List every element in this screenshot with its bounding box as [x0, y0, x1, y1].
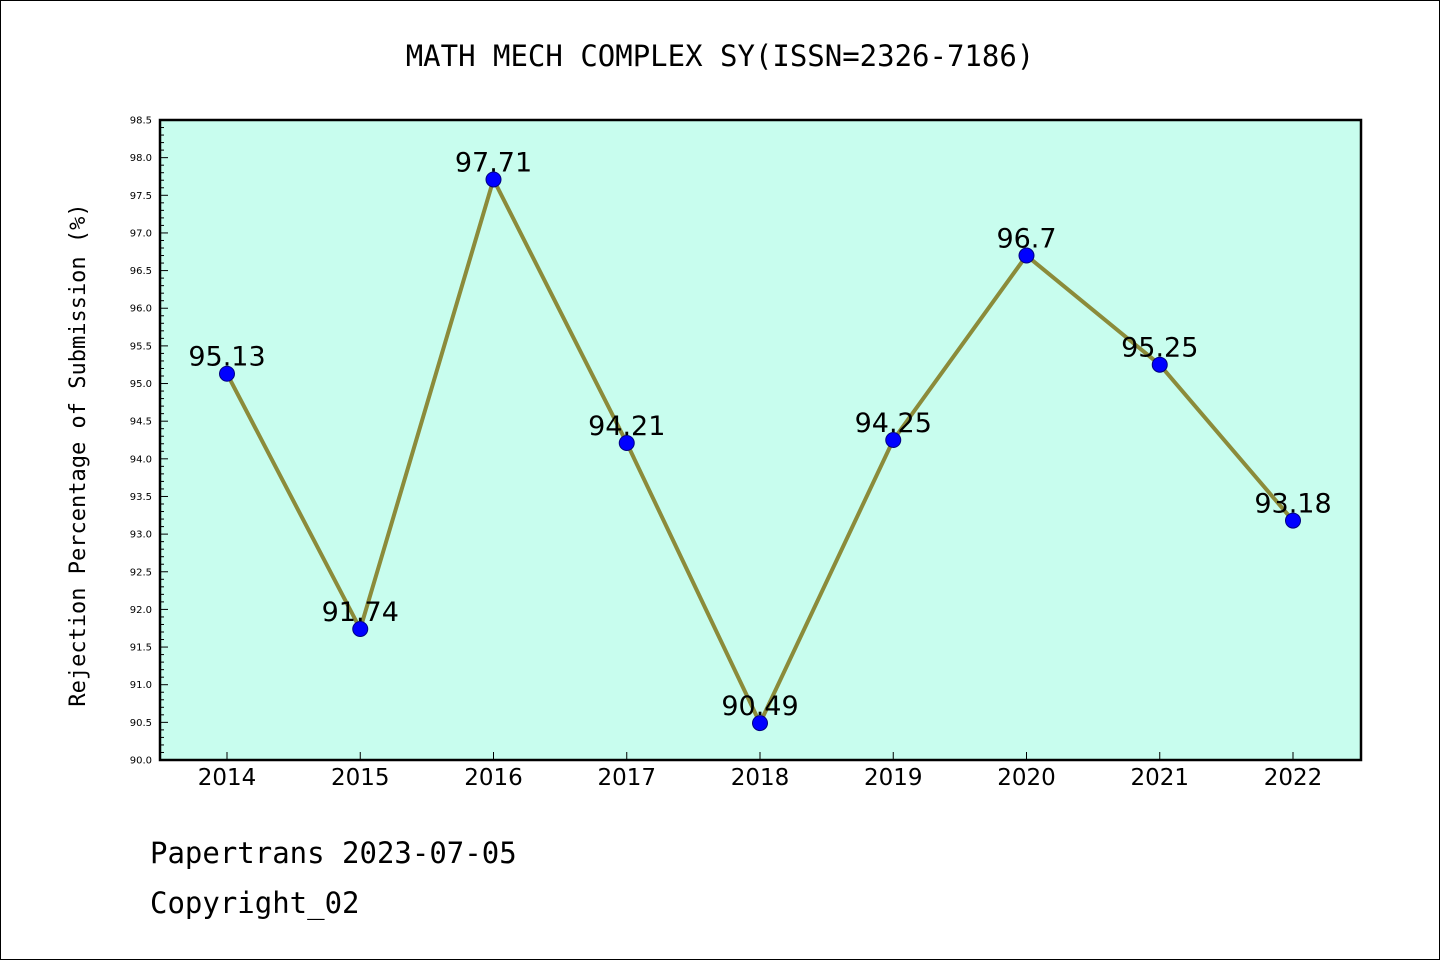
- data-label: 93.18: [1254, 489, 1331, 520]
- data-point: [618, 435, 635, 452]
- data-label: 95.25: [1121, 333, 1198, 364]
- y-axis-label: Rejection Percentage of Submission (%): [66, 203, 91, 706]
- x-tick-label: 2014: [198, 765, 257, 791]
- data-point: [885, 432, 902, 448]
- y-axis-ticks: 90.0 90.5 91.0 91.5 92.0 92.5 93.0 93.5 94.0 94.5…: [130, 116, 168, 767]
- y-tick-label: 94.5: [130, 417, 152, 428]
- y-tick-label: 95.0: [130, 379, 152, 390]
- x-tick-label: 2017: [597, 765, 656, 791]
- data-labels: 95.13 91.74 97.71 94.21 90.49 94.25 96.7 95.25 9…: [188, 147, 1331, 722]
- x-tick-label: 2019: [864, 765, 923, 791]
- data-label: 96.7: [996, 224, 1056, 255]
- y-tick-label: 91.0: [130, 680, 152, 691]
- y-tick-label: 90.0: [130, 756, 152, 767]
- x-tick-label: 2016: [464, 765, 523, 791]
- data-point: [1018, 247, 1035, 264]
- data-label: 97.71: [455, 147, 532, 178]
- x-tick-label: 2018: [731, 765, 790, 791]
- data-label: 90.49: [721, 691, 798, 722]
- y-tick-label: 92.0: [130, 605, 152, 616]
- y-tick-label: 94.0: [130, 454, 152, 465]
- data-label: 94.25: [855, 408, 932, 439]
- y-tick-label: 96.5: [130, 266, 152, 277]
- x-tick-label: 2020: [997, 765, 1056, 791]
- y-tick-label: 92.5: [130, 567, 152, 578]
- y-tick-label: 91.5: [130, 643, 152, 654]
- data-point: [1151, 356, 1168, 373]
- y-tick-label: 93.0: [130, 530, 152, 541]
- data-point: [1285, 512, 1301, 529]
- x-tick-label: 2022: [1264, 765, 1323, 791]
- y-tick-label: 90.5: [130, 718, 152, 729]
- plot-area: [158, 118, 1363, 762]
- data-point: [485, 171, 502, 188]
- data-point: [752, 715, 768, 732]
- data-points: [219, 171, 1301, 732]
- data-point: [352, 620, 369, 637]
- data-point: [219, 365, 235, 382]
- x-tick-label: 2015: [331, 765, 390, 791]
- data-label: 95.13: [188, 342, 265, 373]
- x-tick-label: 2021: [1130, 765, 1189, 791]
- footer-copyright: Copyright_02: [150, 886, 360, 920]
- y-tick-label: 98.0: [130, 153, 152, 164]
- y-tick-label: 93.5: [130, 492, 152, 503]
- footer-date: Papertrans 2023-07-05: [150, 836, 517, 870]
- x-axis-ticks: 2014 2015 2016 2017 2018 2019 2020 2021 2022: [198, 752, 1323, 791]
- data-label: 91.74: [322, 597, 399, 628]
- y-tick-label: 96.0: [130, 304, 152, 315]
- y-tick-label: 95.5: [130, 341, 152, 352]
- y-tick-label: 97.5: [130, 191, 152, 202]
- data-label: 94.21: [588, 411, 665, 442]
- y-tick-label: 98.5: [130, 116, 152, 127]
- y-tick-label: 97.0: [130, 228, 152, 239]
- chart-title: MATH MECH COMPLEX SY(ISSN=2326-7186): [406, 39, 1035, 73]
